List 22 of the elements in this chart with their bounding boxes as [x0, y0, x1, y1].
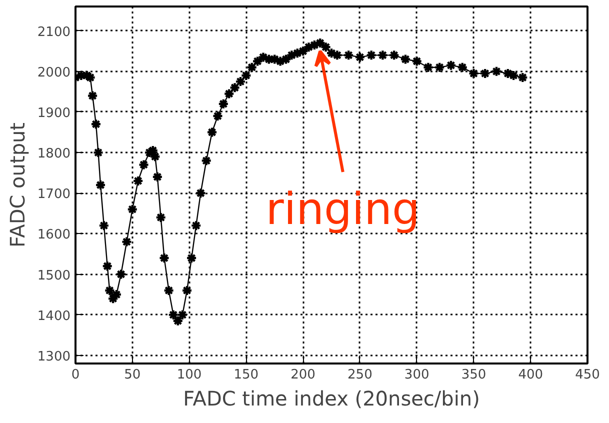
x-tick-label: 0	[71, 368, 80, 382]
x-tick-label: 400	[518, 368, 544, 382]
y-tick-label: 1400	[37, 308, 71, 324]
y-tick-label: 1800	[37, 146, 71, 162]
y-axis-title: FADC output	[5, 122, 30, 248]
x-tick-label: 50	[124, 368, 141, 382]
x-tick-label: 150	[234, 368, 259, 382]
x-tick-label: 100	[176, 368, 202, 382]
x-axis-title: FADC time index (20nsec/bin)	[183, 386, 480, 410]
y-tick-label: 1600	[37, 228, 71, 243]
y-tick-label: 1300	[37, 349, 71, 364]
y-tick-label: 1900	[37, 106, 71, 121]
x-tick-label: 250	[348, 368, 372, 382]
y-tick-label: 1700	[37, 187, 71, 202]
y-tick-label: 1500	[37, 268, 71, 284]
y-tick-label: 2100	[37, 24, 71, 40]
x-tick-label: 200	[290, 368, 316, 382]
x-tick-label: 350	[461, 368, 486, 382]
annotation: ringing	[266, 184, 420, 236]
y-tick-label: 2000	[37, 65, 71, 80]
x-tick-label: 450	[575, 368, 600, 382]
x-tick-label: 300	[404, 368, 430, 382]
